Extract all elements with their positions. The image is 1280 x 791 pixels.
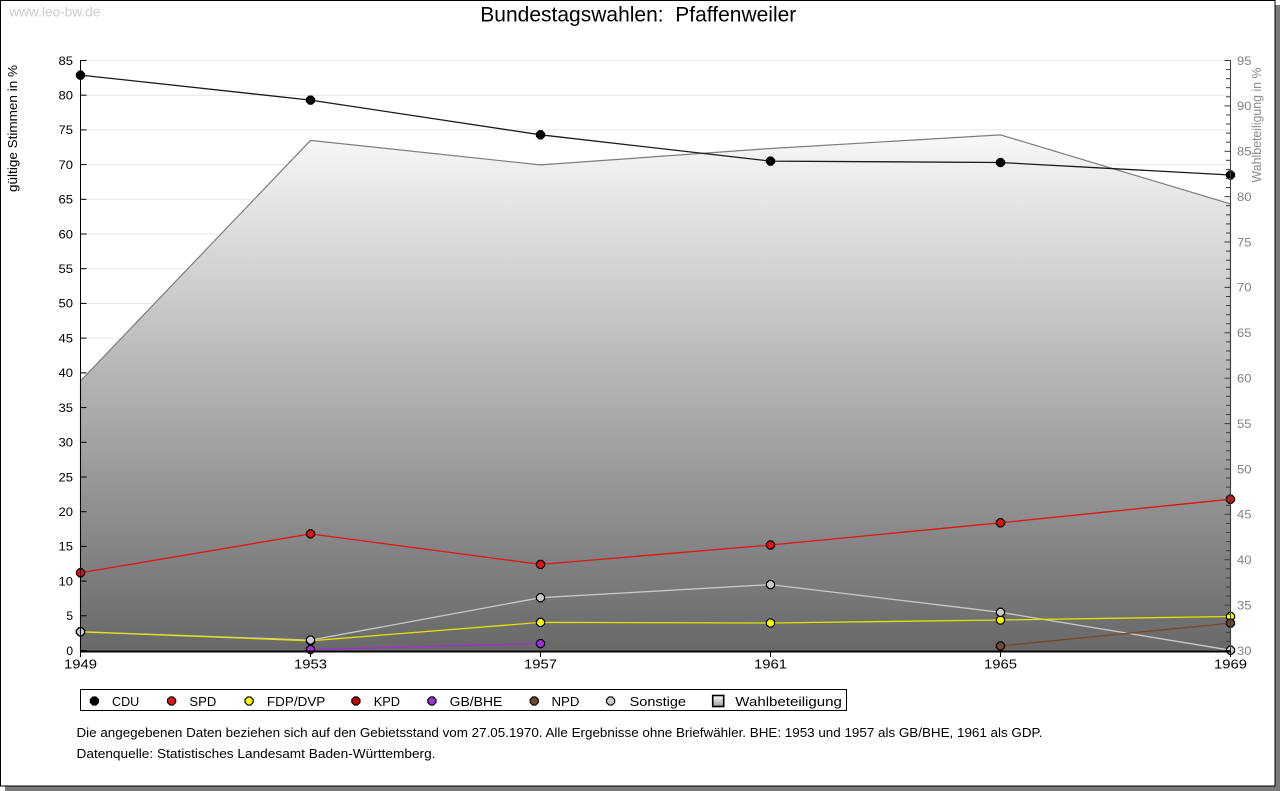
svg-text:Wahlbeteiligung in %: Wahlbeteiligung in % <box>1249 67 1264 182</box>
svg-text:Datenquelle: Statistisches Lan: Datenquelle: Statistisches Landesamt Bad… <box>77 746 436 761</box>
svg-text:35: 35 <box>1237 598 1252 612</box>
svg-text:55: 55 <box>59 262 74 276</box>
svg-text:35: 35 <box>59 401 74 415</box>
svg-text:60: 60 <box>59 227 74 241</box>
svg-text:90: 90 <box>1237 99 1252 113</box>
svg-text:40: 40 <box>1237 553 1252 567</box>
svg-text:FDP/DVP: FDP/DVP <box>267 694 325 709</box>
svg-text:50: 50 <box>59 297 74 311</box>
svg-text:1949: 1949 <box>64 657 97 672</box>
svg-text:85: 85 <box>59 54 74 68</box>
svg-text:KPD: KPD <box>374 694 400 709</box>
svg-text:NPD: NPD <box>552 694 580 709</box>
svg-text:1961: 1961 <box>754 657 787 672</box>
svg-text:0: 0 <box>66 644 73 658</box>
svg-text:Bundestagswahlen: Pfaffenweil: Bundestagswahlen: Pfaffenweiler <box>480 4 796 27</box>
svg-text:30: 30 <box>59 436 74 450</box>
svg-text:70: 70 <box>1237 281 1252 295</box>
svg-text:www.leo-bw.de: www.leo-bw.de <box>8 4 100 19</box>
svg-text:65: 65 <box>1237 326 1252 340</box>
svg-text:85: 85 <box>1237 145 1252 159</box>
svg-text:80: 80 <box>1237 190 1252 204</box>
svg-text:40: 40 <box>59 366 74 380</box>
svg-text:30: 30 <box>1237 644 1252 658</box>
svg-text:80: 80 <box>59 89 74 103</box>
svg-text:SPD: SPD <box>189 694 216 709</box>
svg-text:45: 45 <box>59 331 74 345</box>
svg-text:CDU: CDU <box>112 694 139 709</box>
svg-text:15: 15 <box>59 540 74 554</box>
svg-text:gültige Stimmen in %: gültige Stimmen in % <box>5 65 20 192</box>
svg-text:1957: 1957 <box>524 657 557 672</box>
svg-text:65: 65 <box>59 193 74 207</box>
svg-text:70: 70 <box>59 158 74 172</box>
svg-text:GB/BHE: GB/BHE <box>450 694 503 709</box>
svg-text:Sonstige: Sonstige <box>630 694 686 709</box>
svg-text:1965: 1965 <box>984 657 1017 672</box>
svg-text:Wahlbeteiligung: Wahlbeteiligung <box>735 694 842 709</box>
svg-text:50: 50 <box>1237 462 1252 476</box>
svg-text:55: 55 <box>1237 417 1252 431</box>
svg-text:20: 20 <box>59 505 74 519</box>
svg-text:75: 75 <box>1237 235 1252 249</box>
svg-text:45: 45 <box>1237 508 1252 522</box>
svg-text:5: 5 <box>66 609 73 623</box>
svg-text:Die angegebenen Daten beziehen: Die angegebenen Daten beziehen sich auf … <box>77 725 1043 740</box>
svg-text:1953: 1953 <box>294 657 327 672</box>
svg-text:60: 60 <box>1237 372 1252 386</box>
svg-text:95: 95 <box>1237 54 1252 68</box>
svg-text:1969: 1969 <box>1214 657 1247 672</box>
svg-text:25: 25 <box>59 470 74 484</box>
svg-text:75: 75 <box>59 123 74 137</box>
svg-text:10: 10 <box>59 574 74 588</box>
